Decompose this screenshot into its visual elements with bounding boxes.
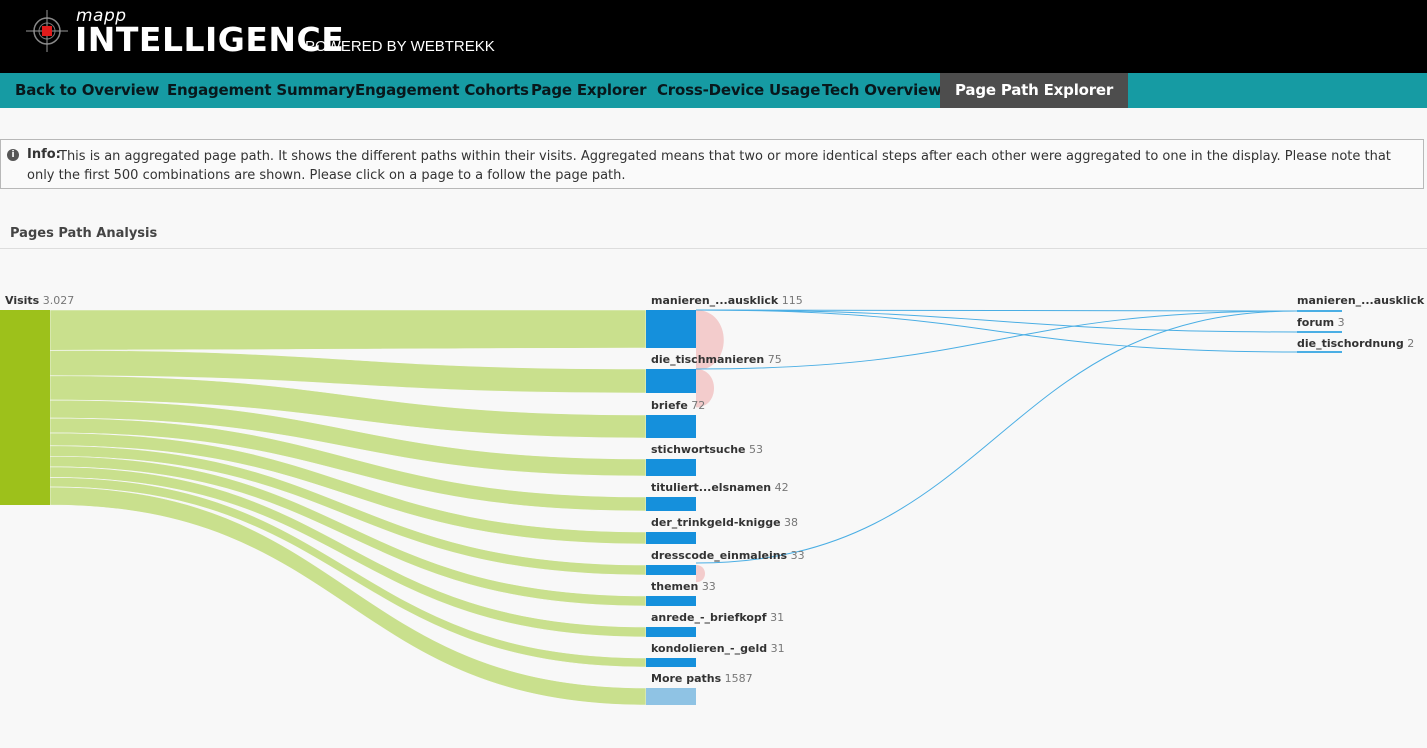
powered-by: POWERED BY WEBTREKK — [305, 38, 495, 55]
label-step1-8: anrede_-_briefkopf 31 — [651, 611, 784, 624]
link-0 — [695, 309, 1298, 312]
node-step2-0[interactable] — [1297, 310, 1342, 312]
node-step2-1[interactable] — [1297, 331, 1342, 333]
label-step1-2: briefe 72 — [651, 399, 705, 412]
nav-engagement-cohorts[interactable]: Engagement Cohorts — [355, 81, 529, 99]
nav-engagement-summary[interactable]: Engagement Summary — [167, 81, 356, 99]
loop-0 — [696, 310, 724, 371]
label-step2-2: die_tischordnung 2 — [1297, 337, 1414, 350]
info-text: This is an aggregated page path. It show… — [27, 149, 1391, 183]
brand-small: mapp — [76, 6, 127, 26]
label-step1-3: stichwortsuche 53 — [651, 443, 763, 456]
main-nav: Back to Overview Engagement Summary Enga… — [0, 73, 1427, 108]
link-1 — [695, 309, 1298, 333]
node-step1-1[interactable] — [646, 369, 696, 393]
label-step1-6: dresscode_einmaleins 33 — [651, 549, 805, 562]
info-box: i This is an aggregated page path. It sh… — [0, 139, 1424, 189]
node-step1-6[interactable] — [646, 565, 696, 575]
node-step1-10[interactable] — [646, 688, 696, 705]
loop-2 — [696, 565, 705, 583]
label-step2-0: manieren_...ausklick 5 — [1297, 294, 1427, 307]
nav-back-to-overview[interactable]: Back to Overview — [15, 81, 160, 99]
nav-cross-device-usage[interactable]: Cross-Device Usage — [657, 81, 821, 99]
nav-page-explorer[interactable]: Page Explorer — [531, 81, 647, 99]
node-visits[interactable] — [0, 310, 50, 505]
node-step1-4[interactable] — [646, 497, 696, 511]
label-step1-9: kondolieren_-_geld 31 — [651, 642, 785, 655]
node-step1-7[interactable] — [646, 596, 696, 606]
label-step1-4: tituliert...elsnamen 42 — [651, 481, 789, 494]
nav-page-path-explorer[interactable]: Page Path Explorer — [940, 73, 1129, 108]
label-step1-10: More paths 1587 — [651, 672, 753, 685]
node-step1-5[interactable] — [646, 532, 696, 544]
sankey-chart: Visits 3.027 manieren_...ausklick 115 die_… — [0, 294, 1427, 706]
node-step1-0[interactable] — [646, 310, 696, 348]
flow-0 — [49, 309, 647, 351]
node-step2-2[interactable] — [1297, 351, 1342, 353]
info-label: Info: — [27, 147, 61, 162]
section-title: Pages Path Analysis — [10, 226, 158, 241]
loop-1 — [696, 369, 714, 408]
link-3 — [695, 310, 1298, 370]
link-4 — [695, 310, 1298, 564]
label-step1-0: manieren_...ausklick 115 — [651, 294, 803, 307]
node-step1-2[interactable] — [646, 415, 696, 438]
target-logo-icon — [26, 10, 68, 52]
label-step1-5: der_trinkgeld-knigge 38 — [651, 516, 798, 529]
node-step1-8[interactable] — [646, 627, 696, 637]
label-step2-1: forum 3 — [1297, 316, 1345, 329]
label-step1-1: die_tischmanieren 75 — [651, 353, 782, 366]
app-header: mapp INTELLIGENCE POWERED BY WEBTREKK — [0, 0, 1427, 73]
node-step1-9[interactable] — [646, 658, 696, 667]
node-step1-3[interactable] — [646, 459, 696, 476]
info-icon: i — [7, 149, 19, 161]
nav-tech-overview[interactable]: Tech Overview — [822, 81, 942, 99]
section-divider — [0, 248, 1427, 249]
label-step1-7: themen 33 — [651, 580, 716, 593]
brand-main: INTELLIGENCE — [75, 20, 345, 59]
link-2 — [695, 309, 1298, 353]
label-visits: Visits 3.027 — [5, 294, 74, 307]
